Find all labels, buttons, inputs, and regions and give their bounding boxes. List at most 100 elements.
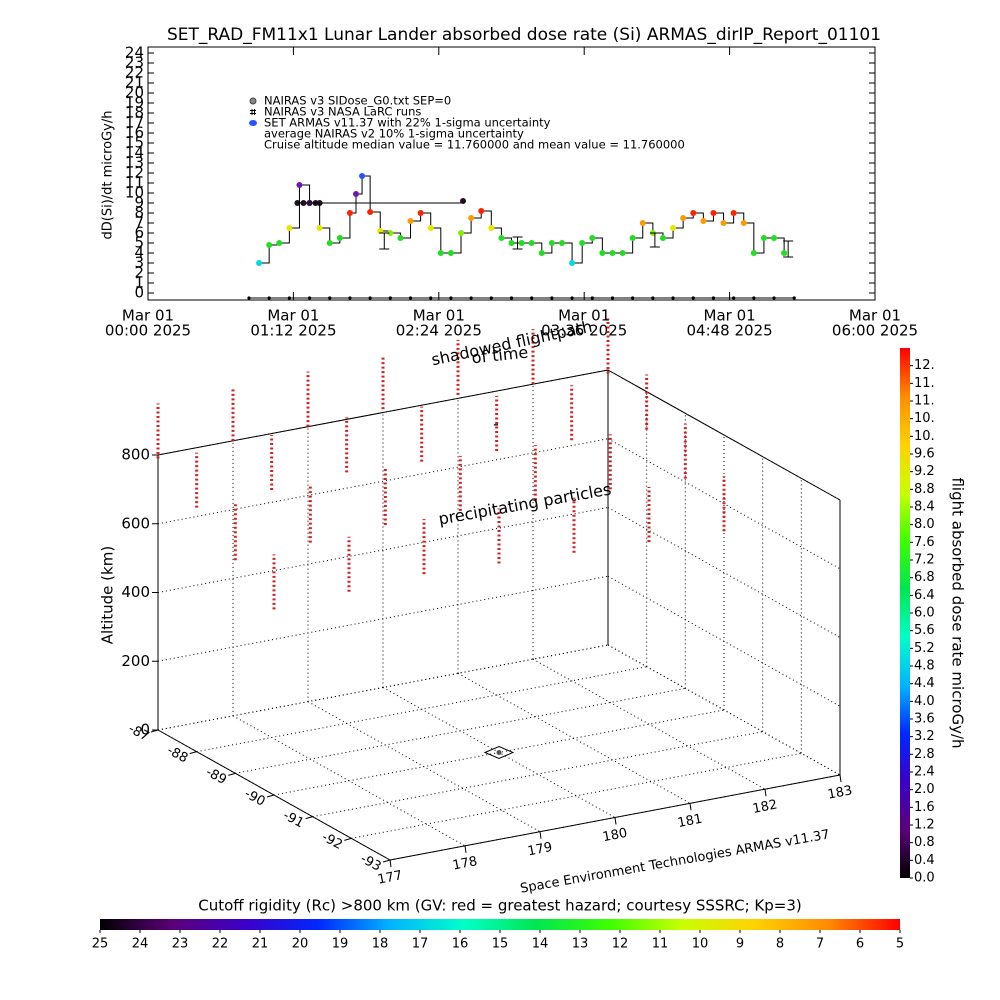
legend-marker xyxy=(249,97,257,105)
data-point xyxy=(548,240,555,246)
colorbar-tick-label: 10. xyxy=(914,429,935,444)
data-point xyxy=(286,225,293,231)
legend-label: NAIRAS v3 NASA LaRC runs xyxy=(264,105,421,119)
colorbar-tick-label: 7.2 xyxy=(914,553,935,568)
data-point xyxy=(267,296,271,300)
data-point xyxy=(781,250,788,256)
data-point xyxy=(740,220,747,226)
data-point xyxy=(772,296,776,300)
y-tick xyxy=(389,859,392,868)
colorbar-tick-label: 9.6 xyxy=(914,447,935,462)
data-point xyxy=(720,220,727,226)
z-tick-label: 0 xyxy=(140,721,150,739)
x-tick-label: -88 xyxy=(164,743,190,766)
y-tick-label: 16 xyxy=(125,124,144,142)
cutoff-tick-label: 12 xyxy=(612,937,629,952)
x-tick xyxy=(189,751,197,755)
y-tick-label: 3 xyxy=(134,254,144,272)
data-point xyxy=(590,296,594,300)
data-point xyxy=(700,218,707,224)
data-point xyxy=(359,173,366,179)
data-point xyxy=(247,296,251,300)
cutoff-tick-label: 7 xyxy=(816,937,824,952)
y-tick-label: 182 xyxy=(751,797,778,816)
cutoff-tick-label: 23 xyxy=(172,937,189,952)
data-point xyxy=(287,296,291,300)
y-tick-label: 4 xyxy=(134,244,144,262)
y-tick-label: 9 xyxy=(134,194,144,212)
data-point xyxy=(276,240,283,246)
data-point xyxy=(407,218,414,224)
x-tick-label: Mar 01 xyxy=(122,307,174,325)
y-tick xyxy=(614,817,617,825)
data-point xyxy=(489,296,493,300)
colorbar-tick-label: 5.6 xyxy=(914,623,935,638)
error-bar xyxy=(512,236,523,250)
grid-line xyxy=(607,507,841,638)
flightpath-dot xyxy=(496,750,502,755)
data-point xyxy=(266,242,273,248)
z-tick-label: 400 xyxy=(121,583,150,601)
y-tick-label: 23 xyxy=(125,54,144,72)
y-tick-label: 177 xyxy=(376,868,403,887)
legend-marker xyxy=(250,109,256,115)
data-point xyxy=(294,200,301,206)
cutoff-tick-label: 14 xyxy=(532,937,549,952)
data-point xyxy=(498,235,505,241)
y-tick-label: 21 xyxy=(125,74,144,92)
colorbar-tick-label: 11. xyxy=(914,376,935,391)
cutoff-tick-label: 22 xyxy=(212,937,229,952)
y-tick xyxy=(464,845,467,853)
x-tick-label: 04:48 2025 xyxy=(687,322,773,340)
data-point xyxy=(508,240,515,246)
colorbar-tick-label: 8.8 xyxy=(914,482,935,497)
x-tick-label: Mar 01 xyxy=(849,307,901,325)
colorbar-tick-label: 3.6 xyxy=(914,712,935,727)
cutoff-tick-label: 5 xyxy=(896,937,904,952)
cutoff-tick-label: 11 xyxy=(652,937,669,952)
annotation: precipitating particles xyxy=(437,479,613,528)
data-point xyxy=(530,296,534,300)
y-tick-label: 6 xyxy=(134,224,144,242)
legend-label: average NAIRAS v2 10% 1-sigma uncertaint… xyxy=(264,127,524,141)
cutoff-tick-label: 9 xyxy=(736,937,744,952)
flightpath-marker xyxy=(483,745,515,760)
data-point xyxy=(336,235,343,241)
colorbar-tick-label: 10. xyxy=(914,411,935,426)
colorbar-tick-label: 6.8 xyxy=(914,570,935,585)
y-tick-label: 7 xyxy=(134,214,144,232)
y-tick-label: 13 xyxy=(125,154,144,172)
y-tick-label: 18 xyxy=(125,104,144,122)
colorbar-tick-label: 0.0 xyxy=(914,871,935,886)
data-point xyxy=(710,210,717,216)
cutoff-tick-label: 16 xyxy=(452,937,469,952)
chart-title: SET_RAD_FM11x1 Lunar Lander absorbed dos… xyxy=(167,25,881,45)
cutoff-tick-label: 24 xyxy=(132,937,149,952)
x-tick-label: -89 xyxy=(203,765,229,788)
grid-line xyxy=(312,731,763,818)
grid-line xyxy=(157,644,609,731)
y-tick-label: 180 xyxy=(601,826,628,845)
colorbar xyxy=(900,348,910,878)
x-tick-label: 01:12 2025 xyxy=(250,322,336,340)
data-point xyxy=(256,260,263,266)
y-tick-label: 2 xyxy=(134,264,144,282)
data-point xyxy=(408,296,413,300)
cutoff-colorbar xyxy=(100,919,900,930)
flightpath-diamond xyxy=(483,745,515,760)
data-point xyxy=(447,250,454,256)
data-point xyxy=(732,296,736,300)
error-bar xyxy=(783,240,794,258)
data-point xyxy=(579,240,586,246)
y-tick-label: 19 xyxy=(125,94,144,112)
x-tick-label: 02:24 2025 xyxy=(396,322,482,340)
x-tick xyxy=(305,816,313,820)
data-point xyxy=(589,235,596,241)
data-point xyxy=(680,215,687,221)
y-tick-label: 10 xyxy=(125,184,144,202)
data-point xyxy=(316,225,323,231)
cutoff-tick-label: 8 xyxy=(776,937,784,952)
x-tick xyxy=(382,859,391,863)
x-tick-label: 03:36 2025 xyxy=(541,322,627,340)
